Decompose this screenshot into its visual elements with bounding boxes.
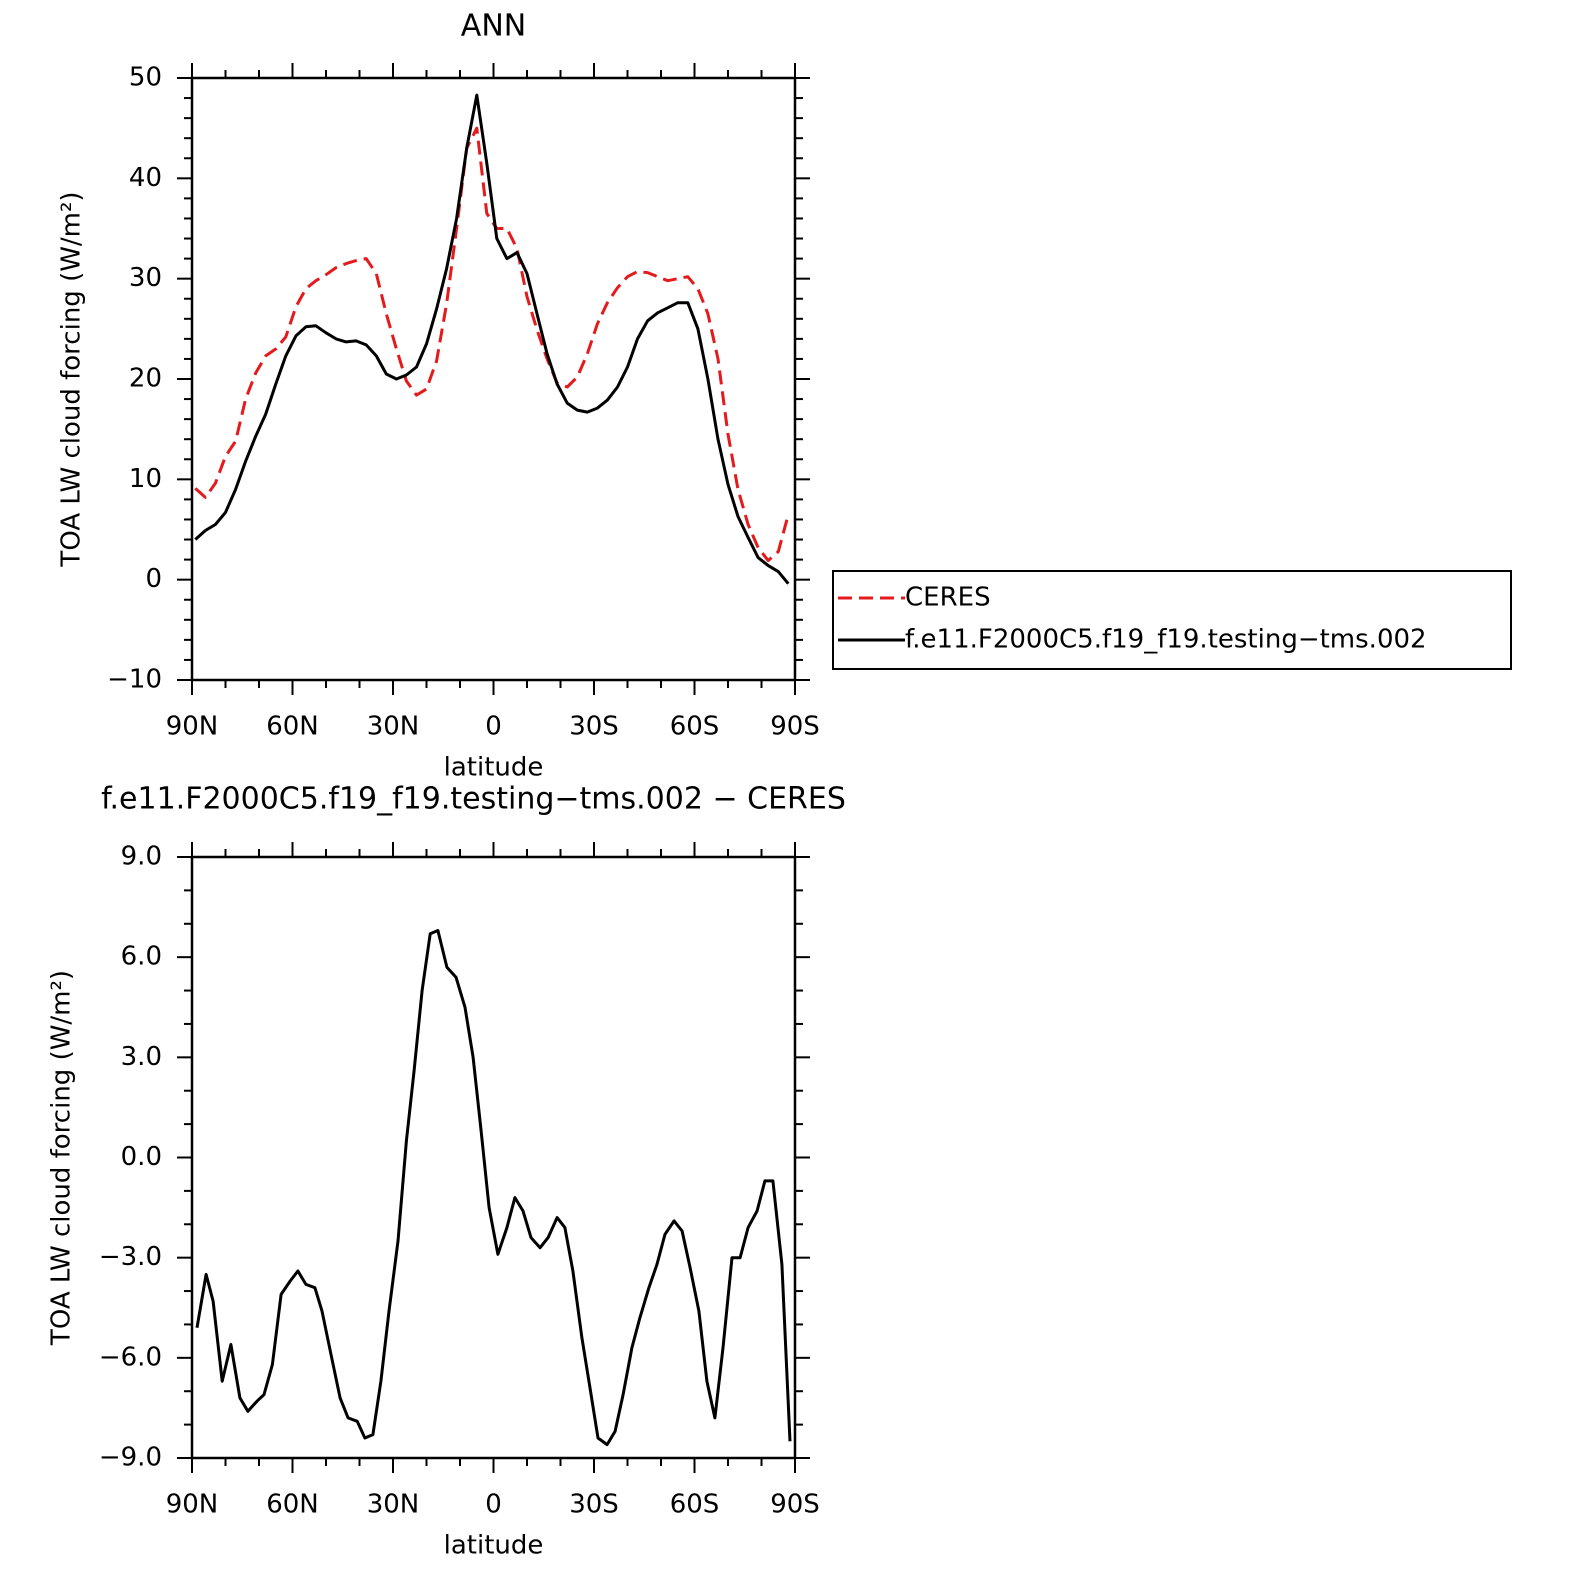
y-tick-label: 40 [129, 163, 162, 193]
y-tick-label: 20 [129, 364, 162, 394]
y-tick-label: −10 [107, 665, 162, 695]
x-tick-label: 60N [266, 1490, 319, 1520]
x-tick-label: 30N [367, 712, 420, 742]
legend-label: CERES [905, 583, 991, 613]
chart-title: f.e11.F2000C5.f19_f19.testing−tms.002 − … [101, 782, 846, 817]
y-tick-label: 50 [129, 63, 162, 93]
y-tick-label: 30 [129, 263, 162, 293]
x-tick-label: 30S [569, 1490, 619, 1520]
plot-frame [190, 855, 797, 1460]
plot-frame [190, 76, 797, 682]
y-tick-label: −3.0 [99, 1242, 162, 1272]
y-tick-label: −9.0 [99, 1443, 162, 1473]
x-tick-label: 30N [367, 1490, 420, 1520]
y-axis-label: TOA LW cloud forcing (W/m²) [57, 191, 87, 567]
x-tick-label: 0 [485, 1490, 502, 1520]
legend-box [832, 570, 1512, 670]
y-tick-label: 6.0 [121, 942, 162, 972]
data-line [195, 929, 792, 1447]
x-tick-label: 30S [569, 712, 619, 742]
legend-label: f.e11.F2000C5.f19_f19.testing−tms.002 [905, 625, 1427, 655]
y-tick-label: 9.0 [121, 842, 162, 872]
x-tick-label: 60S [670, 712, 720, 742]
x-tick-label: 90S [770, 712, 820, 742]
x-tick-label: 90N [166, 712, 219, 742]
y-tick-label: 10 [129, 464, 162, 494]
x-tick-label: 90S [770, 1490, 820, 1520]
data-line [194, 93, 790, 585]
x-tick-label: 60N [266, 712, 319, 742]
x-tick-label: 0 [485, 712, 502, 742]
y-tick-label: 3.0 [121, 1042, 162, 1072]
data-line [194, 126, 790, 563]
x-tick-label: 90N [166, 1490, 219, 1520]
y-tick-label: 0 [145, 564, 162, 594]
y-tick-label: −6.0 [99, 1342, 162, 1372]
y-tick-label: 0.0 [121, 1142, 162, 1172]
chart-title: ANN [461, 9, 526, 44]
y-axis-label: TOA LW cloud forcing (W/m²) [47, 970, 77, 1346]
x-axis-label: latitude [444, 1531, 544, 1561]
x-axis-label: latitude [444, 753, 544, 783]
x-tick-label: 60S [670, 1490, 720, 1520]
